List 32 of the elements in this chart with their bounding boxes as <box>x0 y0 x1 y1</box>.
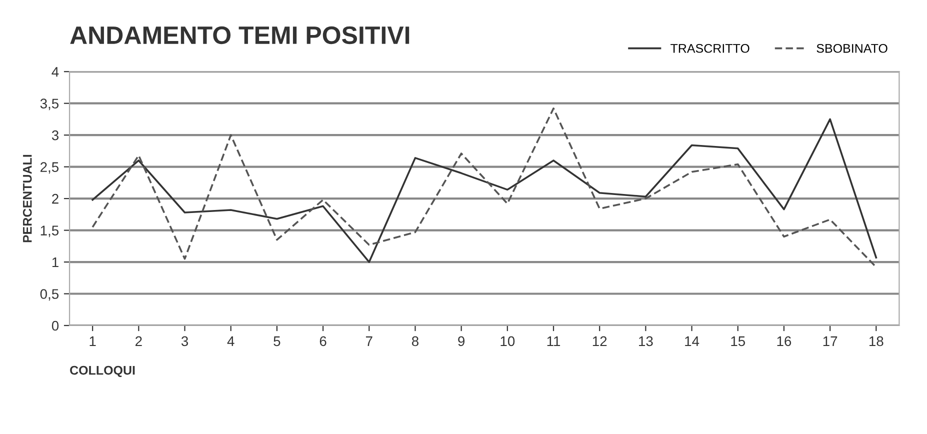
x-tick-label: 11 <box>547 336 560 346</box>
y-tick-label: 1,5 <box>40 226 59 238</box>
y-tick-label: 3,5 <box>40 98 59 110</box>
x-tick-label: 1 <box>90 336 96 346</box>
legend-label: SBOBINATO <box>816 44 888 53</box>
x-tick-label: 15 <box>731 336 746 346</box>
x-tick-label: 5 <box>274 336 280 346</box>
x-tick-label: 4 <box>227 336 234 346</box>
x-tick-label: 7 <box>366 336 372 346</box>
x-tick-label: 10 <box>500 336 515 346</box>
y-tick-label: 0,5 <box>40 289 59 301</box>
x-tick-label: 9 <box>458 336 465 346</box>
x-tick-label: 12 <box>592 336 607 346</box>
y-tick-label: 3 <box>52 130 58 140</box>
chart-title: ANDAMENTO TEMI POSITIVI <box>70 26 410 44</box>
x-tick-label: 13 <box>639 336 653 346</box>
y-axis-title: PERCENTUALI <box>22 154 32 242</box>
x-tick-label: 3 <box>181 336 188 346</box>
x-tick-label: 8 <box>412 336 418 346</box>
x-axis-title: COLLOQUI <box>70 366 135 378</box>
x-tick-label: 16 <box>777 336 792 346</box>
x-tick-label: 6 <box>320 336 326 346</box>
x-tick-label: 14 <box>685 336 700 346</box>
y-tick-label: 2,5 <box>40 162 59 174</box>
y-tick-label: 4 <box>52 67 59 77</box>
y-tick-label: 2 <box>52 194 58 204</box>
y-tick-label: 1 <box>52 258 58 268</box>
x-tick-label: 2 <box>136 336 142 346</box>
legend-label: TRASCRITTO <box>670 44 750 53</box>
y-tick-label: 0 <box>52 320 59 331</box>
x-tick-label: 17 <box>823 336 838 346</box>
x-tick-label: 18 <box>869 336 884 346</box>
